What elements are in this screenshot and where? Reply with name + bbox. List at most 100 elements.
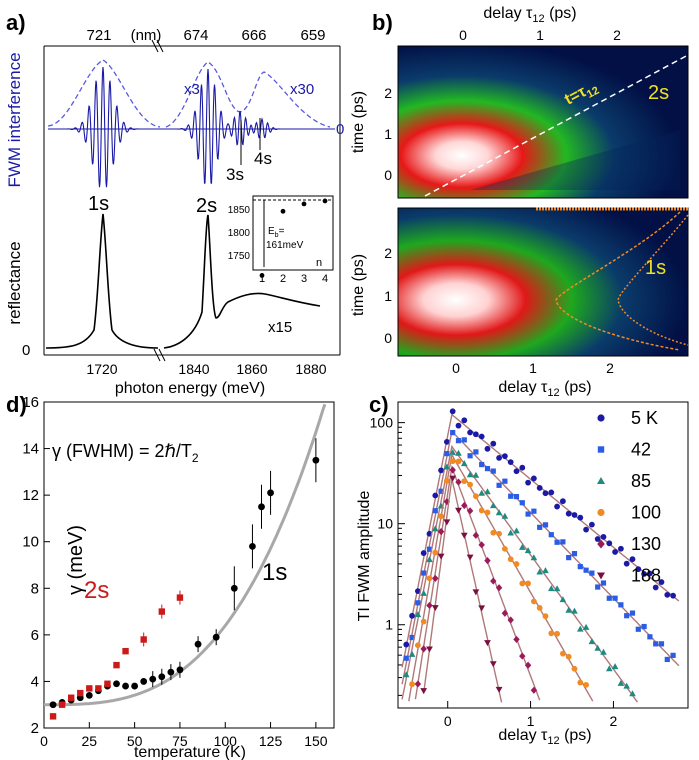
d-ytick-label: 8 xyxy=(31,580,39,597)
c-point xyxy=(519,652,526,660)
d-point-1s xyxy=(230,584,238,592)
c-fit-line xyxy=(401,429,680,685)
c-point xyxy=(496,455,502,461)
c-point xyxy=(507,529,514,536)
a-top-tick-674: 674 xyxy=(183,27,208,44)
c-point xyxy=(612,549,618,555)
b-bottom-xtick-1: 1 xyxy=(529,360,537,376)
c-point xyxy=(437,553,445,560)
d-ylabel: γ (meV) xyxy=(65,525,87,595)
c-point xyxy=(472,493,479,500)
c-point xyxy=(449,466,456,474)
a-inset-frame xyxy=(252,195,334,271)
c-point xyxy=(547,585,555,592)
d-point-1s xyxy=(85,692,93,699)
c-point xyxy=(426,646,433,653)
a-inset-eb: Eb= xyxy=(268,226,285,239)
c-point xyxy=(479,461,485,468)
c-point xyxy=(612,595,618,601)
a-fwm-oscillation xyxy=(48,66,335,188)
c-point xyxy=(455,507,462,514)
c-point xyxy=(577,679,584,686)
d-point-2s xyxy=(86,685,93,692)
c-point xyxy=(525,511,531,517)
c-point xyxy=(629,690,636,697)
b-top-ytick-1: 1 xyxy=(384,126,392,142)
b-top-ytick-2: 2 xyxy=(384,85,392,101)
a-bottom-break xyxy=(153,348,161,362)
b-bottom-ytick-2: 2 xyxy=(384,245,392,261)
d-point-1s xyxy=(249,542,256,550)
c-point xyxy=(611,663,619,670)
c-legend-marker xyxy=(597,477,605,484)
c-legend-label: 85 xyxy=(631,471,651,491)
d-ytick-label: 6 xyxy=(31,627,39,644)
c-point xyxy=(466,471,474,478)
c-point xyxy=(605,665,613,672)
c-point xyxy=(432,508,438,514)
d-point-2s xyxy=(158,608,166,615)
a-zero-top: 0 xyxy=(336,121,344,138)
a-inset-xtick-3: 3 xyxy=(301,273,307,285)
c-point xyxy=(426,546,433,552)
c-point xyxy=(426,575,433,582)
c-xtick-label: 2 xyxy=(610,713,618,729)
c-point xyxy=(420,645,427,653)
c-point xyxy=(559,650,566,657)
c-point xyxy=(426,556,433,563)
c-point xyxy=(565,606,572,613)
c-point xyxy=(647,634,653,640)
c-point xyxy=(530,475,537,482)
c-point xyxy=(443,519,451,526)
c-point xyxy=(530,554,538,561)
c-point xyxy=(594,644,601,651)
c-point xyxy=(566,555,572,561)
c-point xyxy=(449,408,456,415)
d-ytick-label: 16 xyxy=(22,394,39,411)
a-inset-xtick-1: 1 xyxy=(259,273,265,285)
c-xlabel: delay τ12 (ps) xyxy=(498,727,591,747)
c-point xyxy=(472,531,480,539)
c-point xyxy=(670,592,676,599)
d-point-2s xyxy=(122,647,129,655)
a-inset-ytick-1750: 1750 xyxy=(228,251,251,262)
d-point-1s xyxy=(131,682,139,690)
d-label-1s: 1s xyxy=(262,559,287,586)
d-point-1s xyxy=(176,666,184,674)
c-point xyxy=(519,580,526,587)
c-point xyxy=(403,655,409,661)
a-label-4s: 4s xyxy=(254,149,272,168)
c-point xyxy=(624,613,630,619)
a-top-tick-721: 721 xyxy=(86,27,111,44)
c-point xyxy=(559,498,566,505)
c-point xyxy=(565,653,572,660)
d-fit-curve xyxy=(44,403,327,707)
c-point xyxy=(432,574,439,583)
c-point xyxy=(420,618,427,625)
c-point xyxy=(618,602,624,608)
a-xtick-1720: 1720 xyxy=(86,361,117,377)
a-top-break-2 xyxy=(156,39,164,53)
a-inset-eb-value: 161meV xyxy=(266,240,304,251)
c-ytick-label: 1 xyxy=(385,617,393,633)
b-bottom-ytick-0: 0 xyxy=(384,330,392,346)
d-point-1s xyxy=(167,668,175,676)
c-point xyxy=(664,591,671,598)
d-xtick-label: 125 xyxy=(259,733,283,749)
c-point xyxy=(508,493,514,499)
b-ylabel-bottom: time (ps) xyxy=(350,254,367,316)
c-point xyxy=(536,485,543,491)
a-top-break xyxy=(151,39,159,53)
c-point xyxy=(409,612,415,619)
c-point xyxy=(641,570,647,577)
d-point-2s xyxy=(49,713,57,720)
c-point xyxy=(583,681,589,688)
c-point xyxy=(571,512,578,518)
c-point xyxy=(531,508,537,514)
c-point xyxy=(582,623,590,630)
c-point xyxy=(484,557,491,565)
d-point-1s xyxy=(113,680,120,688)
c-point xyxy=(501,609,509,617)
d-point-1s xyxy=(194,640,202,648)
b-top-ytick-0: 0 xyxy=(384,167,392,183)
